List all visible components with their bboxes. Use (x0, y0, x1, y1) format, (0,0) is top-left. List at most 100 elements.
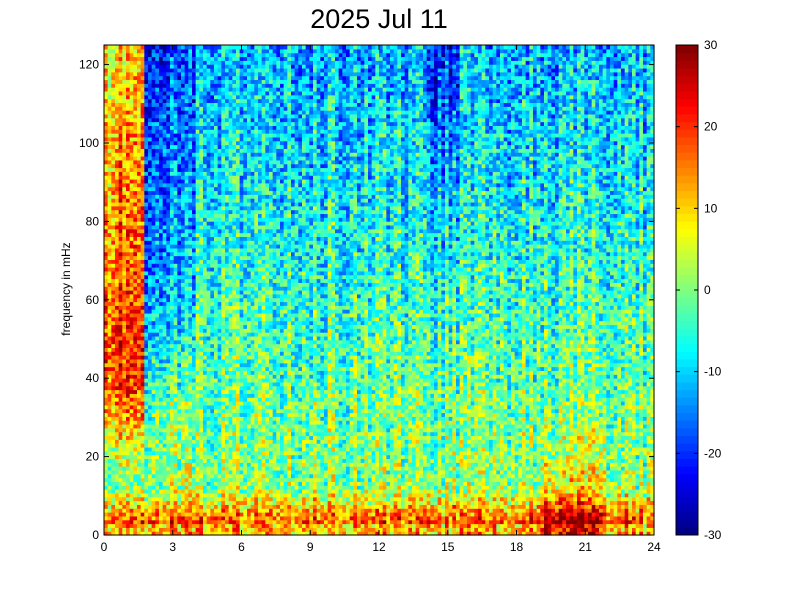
heatmap-cell (155, 508, 160, 513)
heatmap-cell (181, 190, 186, 195)
heatmap-cell (122, 412, 127, 417)
heatmap-cell (188, 351, 193, 356)
heatmap-cell (151, 423, 156, 429)
heatmap-cell (118, 113, 123, 119)
heatmap-cell (217, 64, 222, 69)
heatmap-cell (144, 301, 149, 306)
heatmap-cell (122, 56, 127, 61)
heatmap-cell (243, 247, 248, 253)
heatmap-cell (126, 228, 131, 234)
heatmap-cell (195, 481, 200, 486)
heatmap-cell (184, 267, 189, 272)
heatmap-cell (210, 458, 215, 463)
heatmap-cell (173, 163, 178, 169)
heatmap-cell (137, 213, 142, 218)
heatmap-cell (111, 194, 116, 199)
heatmap-cell (177, 240, 182, 245)
heatmap-cell (221, 423, 226, 429)
heatmap-cell (162, 79, 167, 84)
heatmap-cell (133, 167, 138, 172)
heatmap-cell (155, 90, 160, 96)
heatmap-cell (129, 194, 134, 199)
heatmap-cell (170, 221, 175, 226)
heatmap-cell (239, 71, 244, 77)
heatmap-cell (104, 435, 109, 440)
heatmap-cell (225, 519, 230, 525)
heatmap-cell (166, 401, 171, 406)
heatmap-cell (206, 209, 211, 215)
heatmap-cell (111, 133, 116, 138)
heatmap-cell (228, 102, 233, 107)
heatmap-cell (133, 381, 138, 387)
heatmap-cell (126, 508, 131, 513)
heatmap-cell (107, 125, 112, 130)
heatmap-cell (170, 343, 175, 349)
heatmap-cell (243, 106, 248, 111)
heatmap-cell (162, 87, 167, 92)
heatmap-cell (155, 263, 160, 268)
heatmap-cell (192, 56, 197, 61)
heatmap-cell (170, 255, 175, 260)
heatmap-cell (184, 404, 189, 410)
heatmap-cell (239, 148, 244, 153)
heatmap-cell (151, 209, 156, 215)
heatmap-cell (155, 152, 160, 157)
heatmap-cell (155, 462, 160, 467)
heatmap-cell (228, 485, 233, 490)
heatmap-cell (129, 156, 134, 161)
heatmap-cell (203, 374, 208, 379)
heatmap-cell (236, 259, 241, 264)
heatmap-cell (111, 213, 116, 218)
heatmap-cell (236, 60, 241, 65)
heatmap-cell (144, 106, 149, 111)
heatmap-cell (192, 156, 197, 161)
heatmap-cell (107, 370, 112, 375)
heatmap-cell (118, 278, 123, 283)
heatmap-cell (225, 121, 230, 126)
heatmap-cell (199, 94, 204, 100)
heatmap-cell (104, 473, 109, 479)
heatmap-cell (199, 67, 204, 73)
heatmap-cell (217, 332, 222, 337)
heatmap-cell (166, 152, 171, 157)
heatmap-cell (115, 362, 120, 368)
heatmap-cell (221, 194, 226, 199)
heatmap-cell (137, 443, 142, 448)
heatmap-cell (151, 278, 156, 283)
heatmap-cell (107, 171, 112, 176)
heatmap-cell (170, 500, 175, 505)
heatmap-cell (210, 316, 215, 322)
heatmap-cell (214, 527, 219, 532)
heatmap-cell (137, 469, 142, 475)
heatmap-cell (122, 450, 127, 456)
heatmap-cell (118, 182, 123, 188)
heatmap-cell (137, 397, 142, 402)
heatmap-cell (115, 347, 120, 352)
heatmap-cell (192, 71, 197, 77)
heatmap-cell (236, 504, 241, 509)
heatmap-cell (104, 531, 109, 536)
heatmap-cell (140, 389, 145, 394)
heatmap-cell (126, 67, 131, 73)
heatmap-cell (162, 512, 167, 517)
heatmap-cell (232, 446, 237, 452)
heatmap-cell (107, 133, 112, 138)
heatmap-cell (166, 45, 171, 50)
heatmap-cell (173, 267, 178, 272)
heatmap-cell (192, 87, 197, 92)
heatmap-cell (225, 362, 230, 368)
heatmap-cell (239, 274, 244, 280)
heatmap-cell (184, 374, 189, 379)
heatmap-cell (107, 45, 112, 50)
heatmap-cell (151, 79, 156, 84)
heatmap-cell (115, 175, 120, 180)
heatmap-cell (126, 102, 131, 107)
heatmap-cell (159, 255, 164, 260)
heatmap-cell (214, 255, 219, 260)
heatmap-cell (148, 255, 153, 260)
heatmap-cell (104, 125, 109, 130)
heatmap-cell (133, 443, 138, 448)
heatmap-cell (232, 397, 237, 402)
heatmap-cell (232, 401, 237, 406)
heatmap-cell (210, 469, 215, 475)
